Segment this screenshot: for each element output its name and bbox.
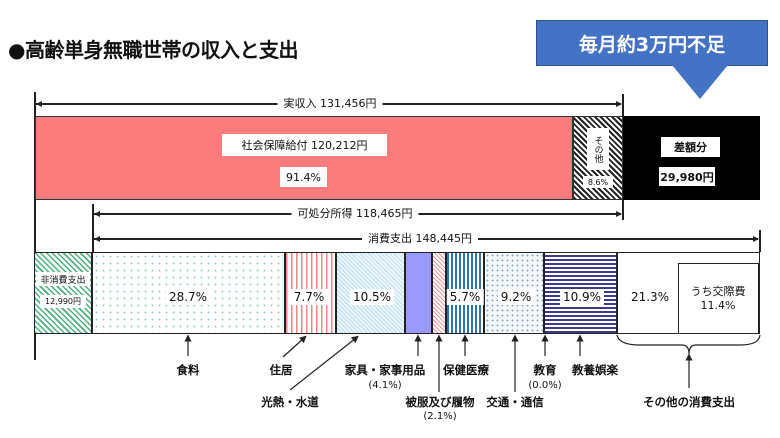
arrowhead [94,236,100,242]
social-expense-box [678,263,759,334]
disposable-label: 可処分所得 118,465円 [291,205,419,221]
utilities-pointer [289,335,359,391]
deficit-value: 29,980円 [659,167,715,186]
furniture-segment [405,252,432,334]
food-pct: 28.7% [165,289,211,305]
other-income-label: その他 [587,128,609,170]
culture-caption: 教養娯楽 [572,363,618,377]
transport-caption: 交通・通信 [486,395,544,409]
shortfall-callout: 毎月約3万円不足 [536,20,768,66]
other-income-pct: 8.6% [583,176,613,188]
guide-line [92,204,94,252]
food-caption: 食料 [176,363,200,377]
deficit-segment [623,116,760,200]
arrowhead [94,211,100,217]
guide-line [759,230,761,252]
social-security-pct: 91.4% [280,167,327,187]
social-expense-label: うち交際費 [690,285,746,298]
other-consumption-pct: 21.3% [627,289,673,305]
page-title: ●高齢単身無職世帯の収入と支出 [8,38,298,62]
other-consumption-caption: その他の消費支出 [643,395,735,409]
furniture-pct: (4.1%) [368,380,402,391]
education-pct: (0.0%) [528,380,562,391]
transport-pct: 9.2% [497,289,535,305]
housing-caption: 住居 [269,363,293,377]
arrowhead [753,236,759,242]
health-caption: 保健医療 [443,363,489,377]
housing-pct: 7.7% [290,289,328,305]
clothing-pct: (2.1%) [423,411,457,422]
arrowhead [616,101,622,107]
education-caption: 教育 [533,363,557,377]
culture-pct: 10.9% [559,289,605,305]
deficit-label: 差額分 [661,137,720,157]
brace [616,334,761,355]
arrowhead [616,211,622,217]
consumption-label: 消費支出 148,445円 [362,230,478,246]
social-security-label: 社会保障給付 120,212円 [222,134,387,156]
furniture-caption: 家具・家事用品 [344,363,426,377]
non-consumption-segment [34,252,92,334]
clothing-segment [432,252,446,334]
utilities-caption: 光熱・水道 [261,395,319,409]
housing-pointer [282,335,307,358]
social-expense-pct: 11.4% [700,299,736,312]
utilities-pct: 10.5% [349,289,395,305]
non-consumption-label: 非消費支出 [36,272,90,286]
callout-pointer [672,65,728,99]
guide-line [34,92,36,360]
clothing-caption: 被服及び履物 [405,395,475,409]
health-pct: 5.7% [446,289,484,305]
income-total-label: 実収入 131,456円 [277,95,383,111]
arrowhead [36,101,42,107]
non-consumption-value: 12,990円 [40,295,86,308]
